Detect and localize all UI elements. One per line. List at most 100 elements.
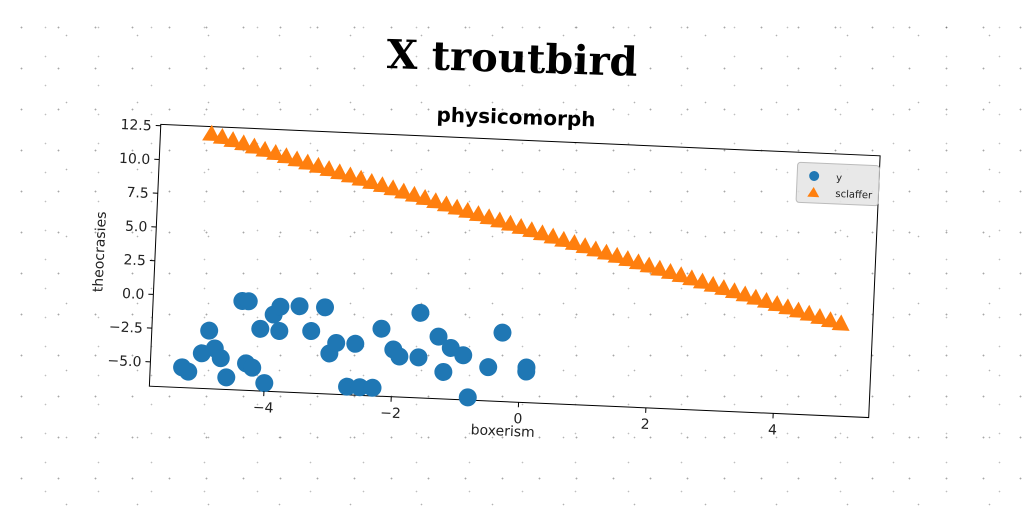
point-sclaffer	[479, 208, 498, 225]
point-y	[251, 319, 270, 338]
point-y	[217, 368, 236, 387]
point-sclaffer	[298, 153, 317, 171]
point-sclaffer	[212, 127, 231, 145]
point-sclaffer	[810, 308, 829, 325]
point-y	[372, 319, 391, 338]
legend-marker-y	[809, 170, 820, 181]
point-y	[350, 378, 369, 397]
y-tick-label: −5.0	[107, 353, 142, 370]
point-sclaffer	[735, 285, 754, 302]
point-sclaffer	[362, 172, 381, 190]
x-axis: −4 −2 0 2 4	[253, 391, 778, 439]
y-tick-label: 0.0	[122, 286, 145, 303]
point-y	[390, 347, 409, 366]
point-y	[429, 327, 448, 346]
point-sclaffer	[682, 269, 701, 286]
chart-subtitle: physicomorph	[436, 103, 596, 132]
point-y	[458, 388, 477, 407]
y-axis: 12.5 10.0 7.5 5.0 2.5 0.0 −2.5 −5.0	[107, 117, 161, 370]
point-sclaffer	[586, 240, 605, 257]
point-sclaffer	[394, 182, 413, 199]
point-y	[346, 334, 365, 353]
point-sclaffer	[724, 282, 743, 299]
x-axis-label: boxerism	[470, 422, 535, 441]
point-y	[239, 292, 258, 311]
point-sclaffer	[319, 160, 338, 177]
legend-label-y: y	[836, 173, 842, 184]
point-y	[270, 322, 289, 341]
point-sclaffer	[639, 256, 658, 273]
point-sclaffer	[490, 211, 509, 228]
series-y-layer	[173, 292, 536, 407]
point-sclaffer	[799, 304, 818, 322]
point-y	[411, 303, 430, 322]
point-sclaffer	[244, 137, 263, 154]
point-sclaffer	[628, 253, 647, 270]
chart-title: X troutbird	[386, 31, 638, 86]
point-sclaffer	[308, 156, 327, 174]
point-y	[243, 358, 262, 377]
point-sclaffer	[767, 295, 786, 312]
point-sclaffer	[287, 150, 306, 167]
y-tick-label: 5.0	[125, 219, 148, 236]
point-y	[200, 321, 219, 340]
point-sclaffer	[671, 266, 690, 283]
point-y	[179, 362, 198, 381]
plot-area	[148, 123, 881, 419]
point-sclaffer	[703, 275, 722, 293]
point-y	[479, 358, 498, 377]
point-y	[302, 322, 321, 341]
x-tick-label: 2	[640, 417, 650, 433]
point-sclaffer	[778, 298, 797, 315]
point-sclaffer	[575, 237, 594, 254]
y-tick-label: 10.0	[119, 151, 151, 168]
x-tick-label: −4	[253, 400, 274, 417]
point-sclaffer	[543, 227, 562, 245]
point-y	[409, 348, 428, 367]
point-sclaffer	[692, 272, 711, 290]
point-sclaffer	[351, 169, 370, 187]
point-sclaffer	[234, 134, 253, 151]
point-sclaffer	[714, 279, 733, 296]
point-sclaffer	[650, 259, 669, 277]
y-tick-label: 2.5	[123, 252, 146, 269]
point-sclaffer	[330, 163, 349, 180]
point-sclaffer	[660, 263, 679, 280]
point-sclaffer	[372, 176, 391, 193]
point-sclaffer	[426, 192, 445, 209]
point-sclaffer	[415, 189, 434, 206]
point-sclaffer	[468, 205, 487, 222]
x-tick-label: 4	[768, 422, 778, 438]
point-sclaffer	[596, 243, 615, 261]
point-sclaffer	[746, 288, 765, 306]
point-sclaffer	[607, 246, 626, 264]
y-tick-label: −2.5	[109, 319, 144, 336]
point-sclaffer	[618, 250, 637, 267]
legend: y sclaffer	[795, 161, 881, 207]
point-sclaffer	[532, 224, 551, 241]
point-sclaffer	[266, 144, 285, 161]
point-sclaffer	[202, 124, 221, 142]
point-y	[338, 377, 357, 396]
point-y	[316, 298, 335, 317]
point-sclaffer	[554, 230, 573, 248]
point-sclaffer	[831, 314, 850, 331]
y-axis-label: theocrasies	[90, 211, 110, 292]
y-tick-label: 7.5	[126, 185, 149, 202]
x-tick-label: 0	[513, 411, 523, 427]
point-y	[434, 362, 453, 381]
y-tick-label: 12.5	[120, 117, 152, 134]
point-sclaffer	[255, 140, 274, 158]
point-y	[363, 378, 382, 397]
point-y	[454, 346, 473, 365]
point-y	[517, 358, 536, 377]
point-y	[290, 297, 309, 316]
x-tick-label: −2	[380, 405, 401, 422]
point-sclaffer	[276, 147, 295, 164]
point-y	[327, 333, 346, 352]
point-sclaffer	[447, 198, 466, 216]
point-sclaffer	[564, 234, 583, 251]
point-y	[493, 323, 512, 342]
point-sclaffer	[404, 185, 423, 203]
legend-marker-sclaffer	[807, 186, 820, 198]
